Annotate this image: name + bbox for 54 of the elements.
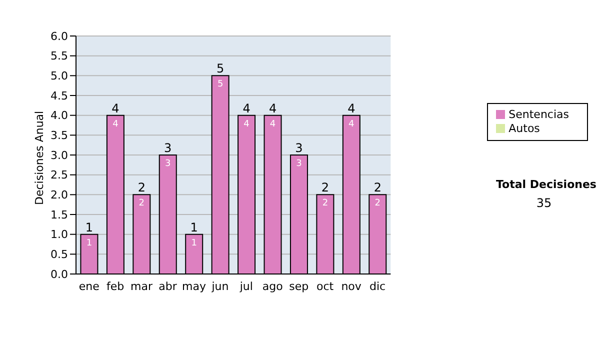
total-label: 4 [112, 101, 120, 116]
x-tick-label: ago [262, 280, 284, 293]
y-tick-label: 0.0 [50, 268, 68, 281]
legend-label: Sentencias [508, 108, 569, 121]
data-label: 1 [191, 238, 197, 248]
y-tick-label: 6.0 [50, 30, 68, 43]
total-label: 2 [374, 180, 382, 195]
y-tick-label: 3.0 [50, 148, 68, 162]
x-tick-label: oct [316, 280, 334, 293]
data-label: 4 [348, 119, 355, 130]
total-label: 2 [138, 180, 146, 195]
data-label: 2 [374, 198, 381, 209]
text: 35 [535, 196, 553, 210]
total-label: 1 [85, 220, 94, 234]
total-label: 1 [190, 220, 198, 234]
data-label: 3 [165, 159, 171, 169]
x-tick-label: ene [78, 280, 100, 293]
x-tick-label: abr [158, 280, 178, 293]
x-tick-label: mar [130, 280, 154, 293]
data-label: 3 [296, 159, 302, 169]
x-tick-label: dic [369, 280, 386, 293]
total-label: 3 [295, 141, 303, 155]
data-label: 5 [217, 80, 224, 90]
y-tick-label: 2.5 [50, 168, 68, 182]
y-tick-label: 3.5 [50, 129, 68, 142]
y-tick-label: 1.5 [50, 208, 68, 222]
x-tick-label: feb [106, 280, 124, 293]
y-tick-label: 4.0 [50, 109, 68, 122]
total-label: 3 [164, 141, 172, 155]
data-label: 4 [270, 119, 276, 130]
total-label: 4 [268, 101, 277, 116]
y-axis-title: Decisiones Anual [32, 110, 46, 205]
data-label: 4 [244, 119, 250, 130]
total-label: 4 [242, 101, 250, 116]
total-label: 4 [348, 101, 356, 116]
legend-label: Autos [508, 122, 540, 135]
y-tick-label: 5.5 [50, 50, 68, 63]
x-tick-label: nov [341, 280, 362, 293]
y-tick-label: 0.5 [50, 248, 68, 262]
data-label: 2 [322, 198, 328, 209]
y-tick-label: 4.5 [50, 89, 68, 102]
y-tick-label: 5.0 [50, 70, 68, 83]
x-tick-label: may [182, 280, 206, 293]
total-label: 5 [216, 62, 224, 76]
x-tick-label: jul [238, 280, 253, 293]
data-label: 4 [112, 119, 119, 130]
text: Total Decisiones [496, 178, 596, 191]
total-label: 2 [321, 180, 330, 195]
data-label: 2 [138, 198, 145, 209]
y-tick-label: 2.0 [50, 188, 68, 202]
data-label: 1 [86, 238, 92, 248]
x-tick-label: jun [210, 280, 229, 293]
x-tick-label: sep [289, 280, 309, 293]
y-tick-label: 1.0 [50, 228, 68, 242]
